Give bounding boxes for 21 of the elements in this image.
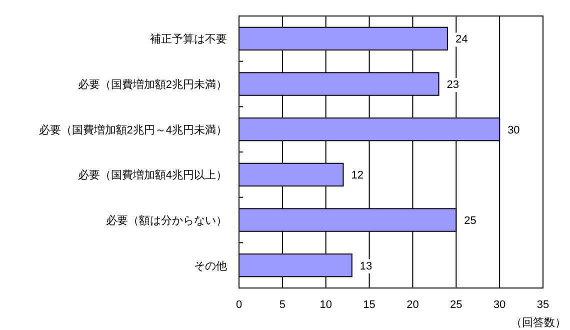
y-tick-label: 補正予算は不要 [150,32,227,46]
y-tick-label: 必要（国費増加額2兆円未満） [78,78,227,91]
x-tick-label: 5 [279,299,286,311]
x-tick-label: 15 [363,299,376,311]
data-label: 23 [446,79,460,91]
y-tick-label: 必要（額は分からない） [106,214,227,227]
x-tick-label: 25 [450,299,462,311]
data-label: 30 [508,124,520,136]
x-tick-label: 20 [406,299,419,311]
data-label: 24 [455,34,468,46]
data-label: 25 [464,215,476,227]
data-label: 13 [360,260,372,272]
y-tick-label: 必要（国費増加額4兆円以上） [78,168,227,182]
x-tick-label: 35 [536,299,550,311]
x-tick-label: 30 [493,299,506,311]
x-tick-label: 0 [236,299,242,311]
y-tick-label: 必要（国費増加額2兆円～4兆円未満） [38,123,227,136]
x-axis-title: （回答数） [511,317,566,329]
data-label: 12 [351,170,364,182]
x-tick-label: 10 [320,299,332,311]
y-tick-label: その他 [194,260,227,272]
